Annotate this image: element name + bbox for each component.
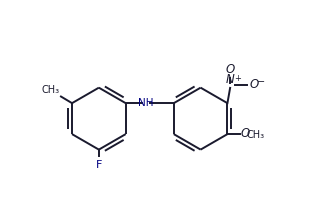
Text: +: + — [234, 74, 241, 83]
Text: CH₃: CH₃ — [42, 85, 60, 95]
Text: O: O — [250, 78, 259, 91]
Text: O: O — [240, 127, 249, 140]
Text: O: O — [226, 63, 235, 76]
Text: F: F — [96, 159, 102, 170]
Text: −: − — [257, 77, 265, 87]
Text: N: N — [226, 73, 234, 86]
Text: CH₃: CH₃ — [246, 129, 265, 140]
Text: NH: NH — [138, 98, 154, 108]
